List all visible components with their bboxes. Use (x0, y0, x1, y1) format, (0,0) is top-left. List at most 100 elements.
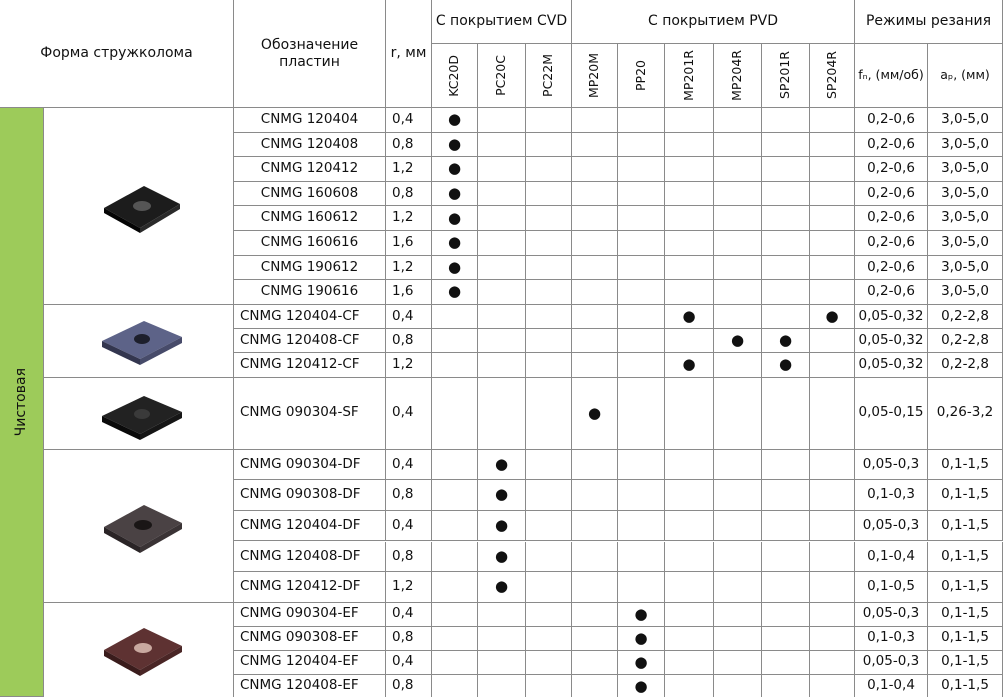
r-cell-text: 0,4 (392, 307, 414, 324)
grade-cell (478, 650, 526, 675)
feed-cell-text: 0,1-0,4 (867, 677, 915, 694)
grade-cell (526, 304, 572, 330)
insert-image (104, 505, 182, 553)
grade-cell (665, 108, 714, 133)
grade-cell: ● (478, 541, 526, 573)
r-cell: 0,4 (386, 304, 432, 330)
feed-cell-text: 0,2-0,6 (867, 184, 915, 201)
designation-cell-text: CNMG 120404-EF (240, 653, 359, 670)
grade-cell (714, 304, 762, 330)
grade-cell (432, 304, 478, 330)
depth-cell-text: 0,1-1,5 (941, 547, 989, 564)
grade-cell-text: ● (634, 604, 648, 623)
r-cell-text: 1,2 (392, 258, 414, 275)
depth-cell-text: 0,1-1,5 (941, 486, 989, 503)
grade-cell (526, 329, 572, 354)
grade-cell-text: ● (587, 403, 602, 422)
designation-cell: CNMG 090304-DF (234, 449, 386, 481)
grade-header: PP20 (618, 44, 665, 108)
grade-cell (432, 449, 478, 481)
grade-cell (618, 541, 665, 573)
feed-cell: 0,2-0,6 (855, 280, 928, 305)
grade-cell (714, 602, 762, 627)
depth-cell: 0,1-1,5 (928, 674, 1003, 697)
grade-cell (714, 480, 762, 511)
grade-cell (432, 674, 478, 697)
designation-cell-text: CNMG 190612 (260, 258, 359, 275)
grade-cell (478, 255, 526, 281)
grade-cell (665, 280, 714, 305)
depth-cell-text: 3,0-5,0 (941, 111, 989, 128)
grade-cell (810, 626, 855, 651)
r-cell: 0,8 (386, 480, 432, 511)
header-cell: Обозначение пластин (234, 0, 386, 108)
depth-cell: 3,0-5,0 (928, 280, 1003, 305)
header-cell: Форма стружколома (0, 0, 234, 108)
feed-cell-text: 0,05-0,3 (862, 653, 920, 670)
feed-cell-text: 0,05-0,3 (862, 455, 920, 472)
grade-cell (432, 377, 478, 450)
grade-cell (665, 255, 714, 281)
grade-cell-text: ● (494, 516, 509, 535)
grade-cell (762, 108, 810, 133)
r-cell-text: 0,4 (392, 455, 414, 472)
depth-cell-text: 0,2-2,8 (941, 307, 989, 324)
grade-header-text: SP201R (777, 51, 793, 100)
grade-cell (478, 626, 526, 651)
grade-cell: ● (762, 329, 810, 354)
grade-cell (432, 329, 478, 354)
r-cell: 1,6 (386, 231, 432, 256)
feed-cell: 0,1-0,3 (855, 480, 928, 511)
grade-header-text: PC22M (540, 54, 556, 97)
depth-cell: 0,1-1,5 (928, 510, 1003, 542)
r-cell-text: 0,8 (392, 677, 414, 694)
grade-cell (478, 353, 526, 378)
designation-cell-text: CNMG 120404-DF (240, 516, 361, 533)
grade-cell: ● (714, 329, 762, 354)
grade-header-text: KC20D (446, 54, 462, 97)
grade-cell (572, 541, 618, 573)
designation-cell-text: CNMG 120412 (260, 160, 359, 177)
grade-cell (526, 541, 572, 573)
depth-cell: 0,1-1,5 (928, 602, 1003, 627)
grade-cell (665, 157, 714, 182)
feed-cell: 0,2-0,6 (855, 108, 928, 133)
r-cell: 0,8 (386, 132, 432, 158)
grade-cell: ● (478, 572, 526, 603)
grade-cell (810, 181, 855, 207)
grade-cell-text: ● (447, 183, 462, 202)
grade-cell: ● (572, 377, 618, 450)
feed-cell: 0,05-0,32 (855, 353, 928, 378)
grade-cell (714, 377, 762, 450)
header-cell: С покрытием PVD (572, 0, 855, 44)
feed-cell-text: 0,05-0,32 (858, 307, 924, 324)
designation-cell-text: CNMG 090308-EF (240, 629, 359, 646)
designation-cell-text: CNMG 120408-EF (240, 677, 359, 694)
header-cell-text: Форма стружколома (40, 45, 193, 62)
grade-cell (762, 377, 810, 450)
grade-cell (432, 353, 478, 378)
grade-cell (526, 255, 572, 281)
grade-header: PC22M (526, 44, 572, 108)
r-cell: 0,4 (386, 377, 432, 450)
grade-cell (714, 449, 762, 481)
depth-cell: 3,0-5,0 (928, 132, 1003, 158)
grade-cell (572, 626, 618, 651)
r-cell-text: 0,8 (392, 629, 414, 646)
r-cell: 0,4 (386, 449, 432, 481)
grade-cell (714, 674, 762, 697)
grade-header-text: MP201R (680, 50, 696, 101)
feed-cell-text: 0,2-0,6 (867, 234, 915, 251)
r-cell-text: 0,4 (392, 516, 414, 533)
grade-cell (810, 255, 855, 281)
image-cell (44, 304, 234, 378)
depth-cell: 3,0-5,0 (928, 108, 1003, 133)
grade-cell (572, 206, 618, 231)
grade-cell (572, 650, 618, 675)
feed-cell-text: 0,2-0,6 (867, 283, 915, 300)
feed-cell-text: 0,05-0,15 (858, 404, 924, 421)
grade-cell (526, 572, 572, 603)
grade-cell (762, 650, 810, 675)
grade-cell (572, 132, 618, 158)
grade-cell (810, 280, 855, 305)
